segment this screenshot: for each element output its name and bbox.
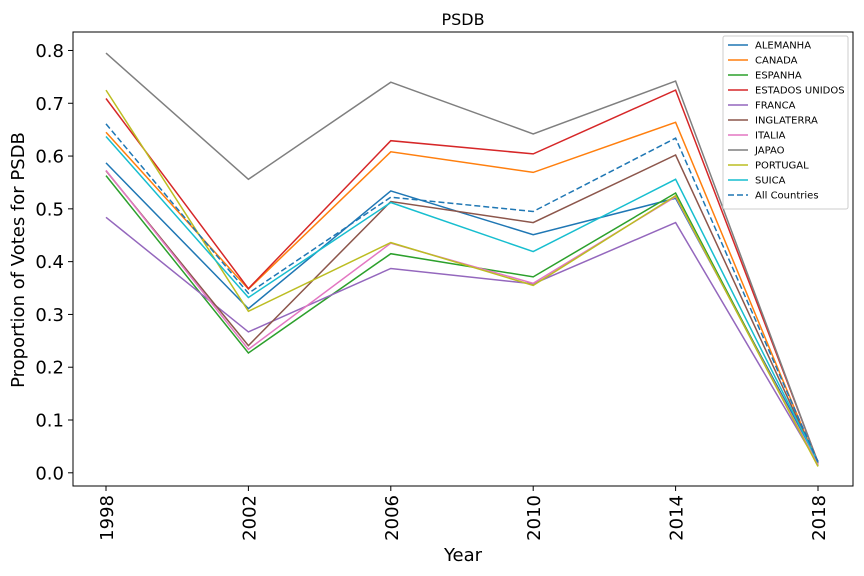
y-tick-label: 0.6 [35, 147, 64, 168]
x-tick-label: 1998 [97, 495, 118, 541]
series-line-franca [105, 216, 819, 465]
y-tick-label: 0.1 [35, 411, 64, 432]
series-line-espanha [105, 175, 819, 467]
series-line-italia [105, 169, 819, 466]
y-tick-label: 0.7 [35, 94, 64, 115]
legend-label: ESTADOS UNIDOS [755, 86, 845, 97]
series-line-inglaterra [105, 153, 819, 464]
y-axis: 0.0 0.1 0.2 0.3 0.4 0.5 0.6 0.7 0.8 [35, 41, 73, 484]
series-line-portugal [105, 89, 819, 467]
series-line-suica [105, 136, 819, 463]
legend-label: INGLATERRA [755, 116, 818, 127]
x-axis-label: Year [443, 545, 483, 566]
legend-label: FRANCA [755, 101, 796, 112]
x-tick-label: 2010 [524, 495, 545, 541]
y-tick-label: 0.5 [35, 199, 64, 220]
series-lines [105, 52, 819, 467]
chart-title: PSDB [441, 10, 484, 29]
legend-label: CANADA [755, 56, 798, 67]
x-tick-label: 2002 [239, 495, 260, 541]
legend-label: PORTUGAL [755, 161, 809, 172]
series-line-canada [105, 121, 819, 466]
legend: ALEMANHA CANADA ESPANHA ESTADOS UNIDOS FRANC… [722, 35, 849, 210]
y-axis-label: Proportion of Votes for PSDB [8, 132, 29, 388]
x-tick-label: 2006 [382, 495, 403, 541]
legend-label: All Countries [755, 191, 819, 202]
plot-frame [72, 31, 854, 487]
plot-area [72, 31, 854, 487]
x-tick-label: 2018 [809, 495, 830, 541]
y-tick-label: 0.0 [35, 463, 64, 484]
series-line-estados-unidos [105, 89, 819, 463]
y-tick-label: 0.4 [35, 252, 64, 273]
legend-label: JAPAO [754, 146, 785, 157]
legend-box [722, 35, 849, 210]
legend-label: ALEMANHA [755, 41, 811, 52]
y-tick-label: 0.8 [35, 41, 64, 62]
x-tick-label: 2014 [667, 495, 688, 541]
y-tick-label: 0.2 [35, 358, 64, 379]
legend-label: ITALIA [755, 131, 786, 142]
series-line-all-countries [105, 123, 819, 463]
x-axis: 1998 2002 2006 2010 2014 2018 [97, 486, 830, 541]
y-tick-label: 0.3 [35, 305, 64, 326]
legend-label: SUICA [755, 176, 786, 187]
series-line-japao [105, 52, 819, 464]
legend-label: ESPANHA [755, 71, 802, 82]
